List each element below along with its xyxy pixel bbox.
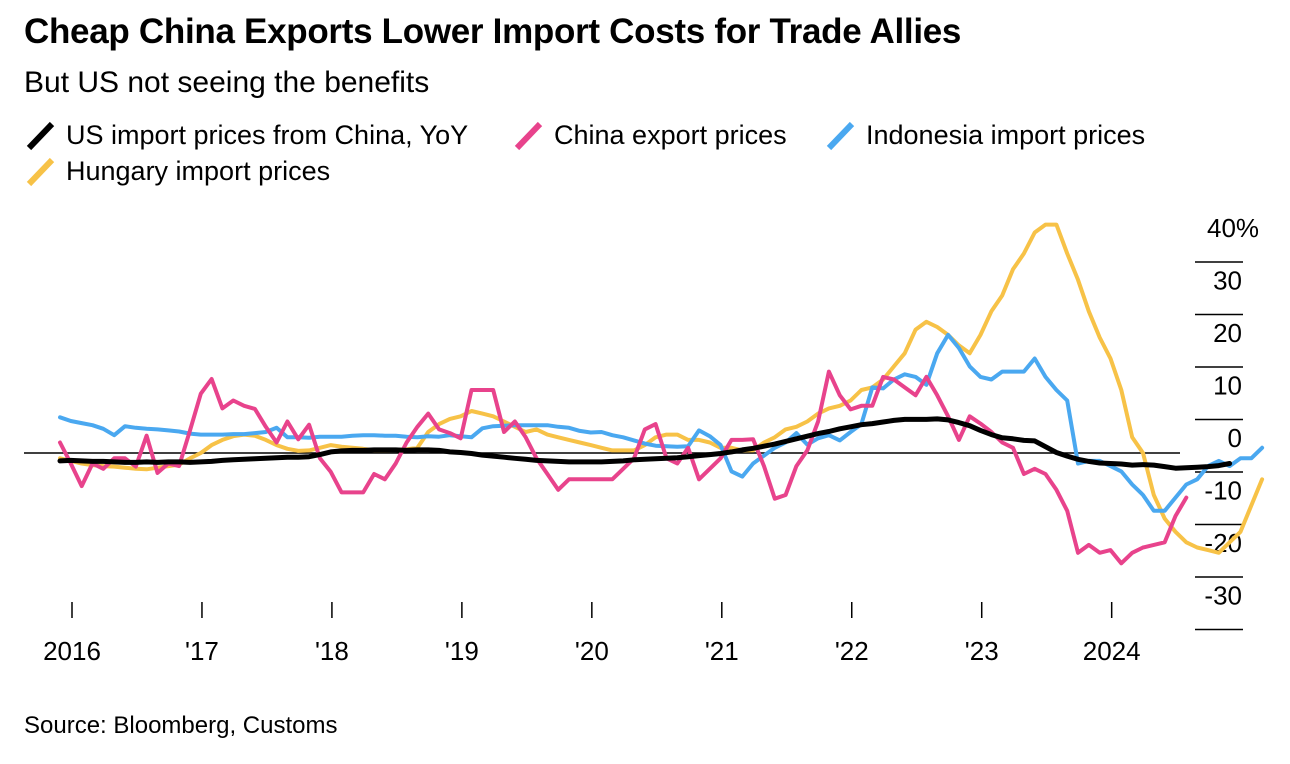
y-tick-label: -30 [1204,581,1242,611]
y-tick-label: 40% [1207,213,1259,243]
legend-swatch-china-export-prices [512,118,546,152]
series-line-china-export-prices [58,369,1189,566]
source-note: Source: Bloomberg, Customs [24,712,338,739]
chart-title: Cheap China Exports Lower Import Costs f… [24,12,962,51]
chart-subtitle: But US not seeing the benefits [24,66,430,99]
legend-swatch-us-import-prices [24,118,58,152]
legend-item-hungary-import-prices: Hungary import prices [24,154,330,188]
series-layer [57,222,1265,566]
y-tick-label: 30 [1213,266,1242,296]
y-tick-label: 0 [1228,423,1242,453]
legend-label-us-import-prices: US import prices from China, YoY [66,119,469,150]
x-tick-label: '21 [705,636,739,666]
x-tick-label: '23 [965,636,999,666]
x-tick-label: '18 [315,636,349,666]
y-tick-label: 20 [1213,318,1242,348]
x-tick-label: '17 [185,636,219,666]
legend-item-us-import-prices: US import prices from China, YoY [24,118,468,152]
legend-swatch-indonesia-import-prices [824,118,858,152]
series-line-indonesia-import-prices [58,332,1265,513]
x-axis: 2016 '17 '18 '19 '20 '21 '22 '23 2024 [24,452,1180,666]
legend-item-china-export-prices: China export prices [512,118,787,152]
legend-label-hungary-import-prices: Hungary import prices [66,155,331,186]
legend-swatch-hungary-import-prices [24,154,58,188]
line-chart: 40% 30 20 10 0 -10 -20 -30 2016 '17 '18 '19 '20 '21 '… [24,213,1265,666]
legend-label-china-export-prices: China export prices [554,119,787,150]
x-tick-label: '20 [575,636,609,666]
x-tick-label: 2024 [1083,636,1141,666]
x-tick-label: '19 [445,636,479,666]
series-line-hungary-import-prices [58,222,1265,555]
y-tick-label: -10 [1204,476,1242,506]
y-tick-label: -20 [1204,528,1242,558]
legend-label-indonesia-import-prices: Indonesia import prices [866,119,1146,150]
legend-item-indonesia-import-prices: Indonesia import prices [824,118,1145,152]
y-axis: 40% 30 20 10 0 -10 -20 -30 [1195,213,1259,631]
x-tick-label: 2016 [43,636,101,666]
x-tick-label: '22 [835,636,869,666]
series-line-us-import-prices-from-china-yoy [57,416,1233,471]
y-tick-label: 10 [1213,371,1242,401]
